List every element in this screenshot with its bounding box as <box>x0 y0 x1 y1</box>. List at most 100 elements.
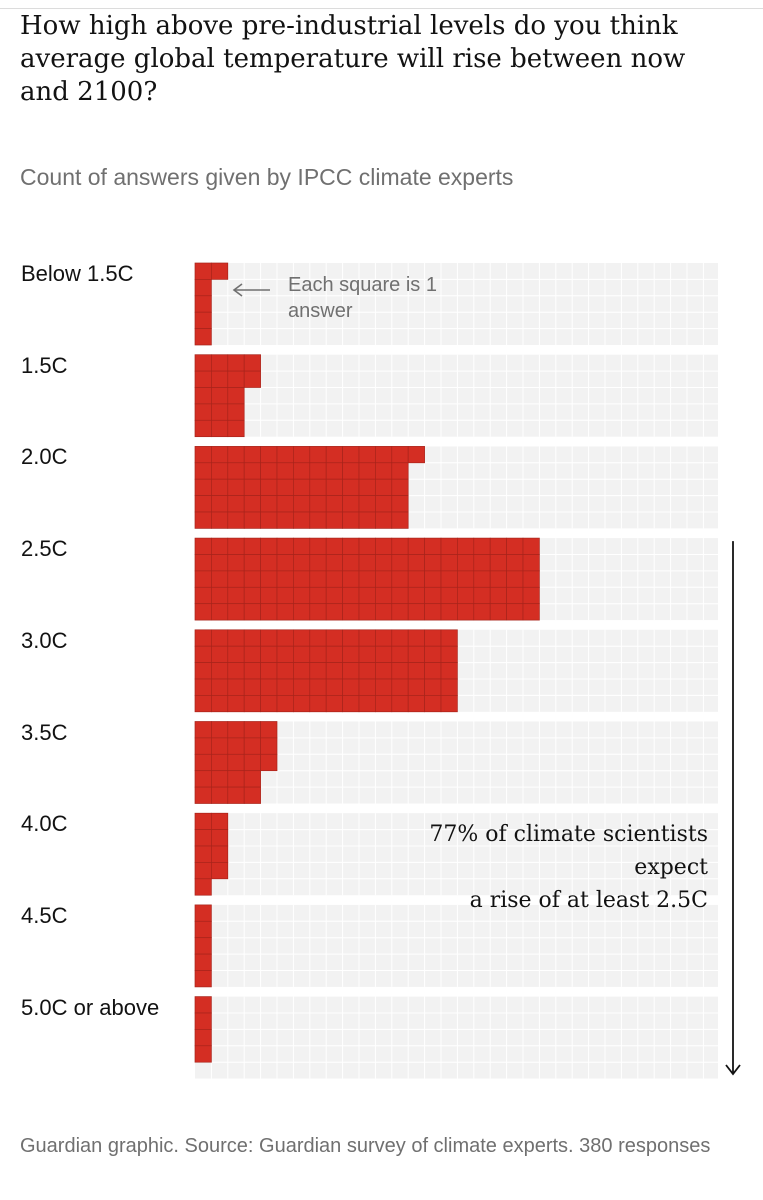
answer-square <box>375 645 393 663</box>
answer-square <box>309 462 327 480</box>
answer-square <box>227 387 245 405</box>
answer-square <box>227 370 245 388</box>
answer-square <box>440 629 458 647</box>
answer-square <box>260 478 278 496</box>
answer-square <box>424 645 442 663</box>
answer-square <box>243 629 261 647</box>
answer-square <box>194 295 212 313</box>
answer-square <box>260 462 278 480</box>
answer-square <box>243 586 261 605</box>
answer-square <box>211 845 229 863</box>
answer-square <box>260 511 278 529</box>
answer-square <box>276 554 294 572</box>
answer-square <box>211 511 229 529</box>
answer-square <box>211 721 229 739</box>
answer-square <box>309 645 327 663</box>
answer-square <box>391 645 409 663</box>
answer-square <box>243 753 261 772</box>
row-label: 1.5C <box>21 352 68 378</box>
answer-square <box>243 446 261 464</box>
answer-square <box>325 462 343 480</box>
answer-square <box>375 678 393 696</box>
answer-square <box>457 603 475 621</box>
answer-square <box>194 1045 212 1063</box>
answer-square <box>260 586 278 605</box>
answer-square <box>457 537 475 555</box>
answer-square <box>260 737 278 755</box>
answer-square <box>358 603 376 621</box>
waffle-row <box>194 537 718 621</box>
answer-square <box>391 511 409 529</box>
answer-square <box>391 662 409 680</box>
answer-square <box>342 537 360 555</box>
answer-square <box>358 586 376 605</box>
answer-square <box>342 629 360 647</box>
answer-square <box>424 695 442 713</box>
answer-square <box>227 419 245 438</box>
answer-square <box>309 662 327 680</box>
answer-square <box>440 678 458 696</box>
answer-square <box>243 737 261 755</box>
answer-square <box>194 678 212 696</box>
answer-square <box>211 354 229 372</box>
answer-square <box>276 570 294 588</box>
answer-square <box>473 586 491 605</box>
answer-square <box>260 495 278 513</box>
answer-square <box>440 695 458 713</box>
answer-square <box>522 537 540 555</box>
answer-square <box>407 645 425 663</box>
answer-square <box>211 737 229 755</box>
answer-square <box>309 695 327 713</box>
answer-square <box>375 478 393 496</box>
answer-square <box>276 695 294 713</box>
answer-square <box>457 554 475 572</box>
answer-square <box>489 554 507 572</box>
answer-square <box>293 586 311 605</box>
answer-square <box>194 695 212 713</box>
answer-square <box>424 603 442 621</box>
answer-square <box>309 495 327 513</box>
answer-square <box>375 695 393 713</box>
answer-square <box>440 537 458 555</box>
answer-square <box>293 695 311 713</box>
answer-square <box>227 645 245 663</box>
answer-square <box>194 586 212 605</box>
answer-square <box>342 462 360 480</box>
answer-square <box>194 770 212 788</box>
answer-square <box>325 678 343 696</box>
answer-square <box>325 662 343 680</box>
answer-square <box>325 645 343 663</box>
answer-square <box>309 678 327 696</box>
answer-square <box>440 586 458 605</box>
answer-square <box>424 554 442 572</box>
answer-square <box>342 695 360 713</box>
answer-square <box>211 554 229 572</box>
answer-square <box>194 1012 212 1030</box>
answer-square <box>211 695 229 713</box>
answer-square <box>342 645 360 663</box>
answer-square <box>309 570 327 588</box>
answer-square <box>243 786 261 804</box>
answer-square <box>506 603 524 621</box>
answer-square <box>325 629 343 647</box>
answer-square <box>211 645 229 663</box>
chart-subtitle: Count of answers given by IPCC climate e… <box>20 164 514 190</box>
answer-square <box>375 495 393 513</box>
answer-square <box>473 603 491 621</box>
answer-square <box>358 478 376 496</box>
answer-square <box>194 753 212 772</box>
answer-square <box>227 511 245 529</box>
answer-square <box>276 586 294 605</box>
answer-square <box>260 446 278 464</box>
answer-square <box>506 554 524 572</box>
answer-square <box>194 387 212 405</box>
answer-square <box>293 478 311 496</box>
top-divider <box>0 8 763 9</box>
row-label: 2.0C <box>21 444 68 470</box>
answer-square <box>424 586 442 605</box>
answer-square <box>276 446 294 464</box>
answer-square <box>293 446 311 464</box>
answer-square <box>440 645 458 663</box>
range-arrow-head <box>725 1064 741 1076</box>
answer-square <box>227 721 245 739</box>
